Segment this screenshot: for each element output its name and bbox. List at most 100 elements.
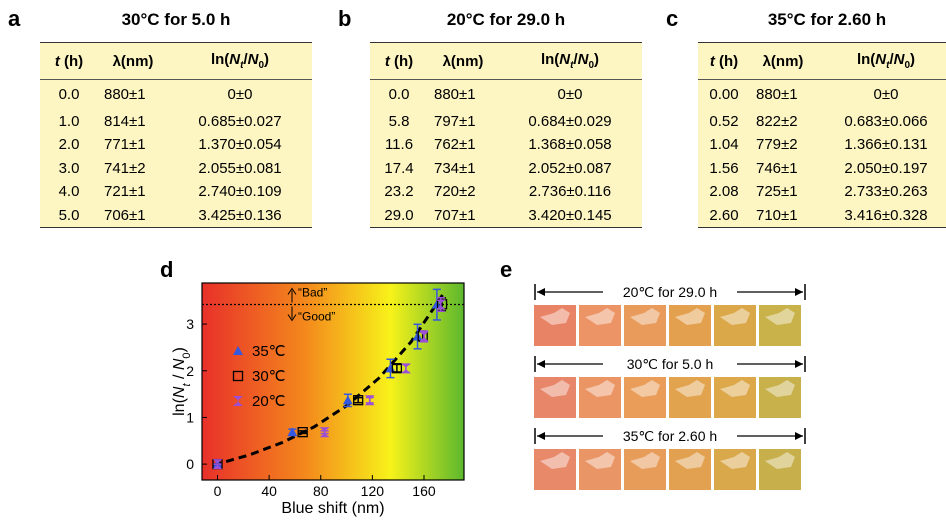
header-text: (nm) (450, 52, 484, 70)
header-text: / (243, 51, 248, 68)
table-cell: 741±2 (104, 159, 146, 177)
photo-detail (540, 308, 570, 325)
data-table: t (h) λ(nm) ln(Nt/N0) 0.0 880±1 0±0 5.8 797±1 0.… (370, 42, 642, 228)
data-point (233, 396, 243, 406)
data-point (400, 363, 411, 374)
header-text: N (559, 51, 571, 68)
table-cell: 11.6 (384, 136, 414, 154)
header-text: t (709, 52, 715, 70)
header-text: λ (112, 52, 121, 70)
table-cell: 734±1 (434, 159, 476, 177)
table-cell: 2.050±0.197 (844, 159, 928, 177)
header-row: t (h) λ(nm) ln(Nt/N0) (370, 42, 642, 80)
data-point (233, 346, 243, 355)
table-title: 35°C for 2.60 h (767, 10, 887, 29)
photo (534, 377, 576, 418)
table-row: 29.0 707±1 3.420±0.145 (370, 204, 642, 228)
data-point (431, 299, 442, 309)
photo-label: 35℃ for 2.60 h (623, 428, 717, 444)
table-cell: 0±0 (227, 86, 253, 104)
header-text: t (570, 60, 574, 71)
arrow-head (537, 360, 545, 368)
table-cell: 0±0 (873, 86, 899, 104)
arrow-head (537, 432, 545, 440)
photo (669, 377, 711, 418)
photo (624, 449, 666, 490)
y-axis-label-part: ) (171, 347, 188, 352)
photo-detail (765, 452, 795, 469)
table-cell: 779±2 (756, 136, 798, 154)
photo-detail (630, 308, 660, 325)
table-row: 1.04 779±2 1.366±0.131 (698, 133, 946, 157)
table-cell: 1.56 (709, 159, 739, 177)
data-point (412, 331, 423, 341)
table-cell: 2.736±0.116 (528, 183, 612, 201)
table-cell: 1.370±0.054 (198, 136, 282, 154)
legend-label: 20℃ (252, 393, 286, 410)
table-cell: 0.684±0.029 (528, 112, 612, 130)
data-point (212, 459, 223, 470)
table-cell: 725±1 (756, 183, 798, 201)
x-tick-label: 0 (214, 483, 222, 499)
photo (579, 449, 621, 490)
y-axis-label-part: t (181, 383, 193, 387)
x-tick-label: 120 (361, 483, 385, 499)
header-text: λ (442, 52, 451, 70)
data-table: t (h) λ(nm) ln(Nt/N0) 0.00 880±1 0±0 0.52 822±2… (698, 42, 946, 228)
x-tick-label: 160 (412, 483, 436, 499)
table-cell: 880±1 (756, 86, 798, 104)
header-text: (h) (714, 52, 739, 70)
table-row: 0.0 880±1 0±0 (40, 80, 312, 110)
header-text: (h) (59, 52, 84, 70)
table-cell: 3.425±0.136 (198, 206, 282, 224)
table-cell: 17.4 (384, 159, 414, 177)
header-text: 0 (258, 60, 265, 71)
header-text: t (886, 60, 890, 71)
header-row: t (h) λ(nm) ln(Nt/N0) (698, 42, 946, 80)
y-tick-label: 1 (186, 409, 194, 425)
table-cell: 4.0 (58, 183, 80, 201)
table-cell: 0±0 (557, 86, 583, 104)
annotation: “Bad” (298, 285, 327, 299)
table-cell: 0.0 (58, 86, 80, 104)
x-axis-label: Blue shift (nm) (281, 500, 384, 517)
photo (534, 305, 576, 346)
header-text: (nm) (770, 52, 804, 70)
table-cell: 797±1 (434, 112, 476, 130)
photo (714, 305, 756, 346)
photo (534, 449, 576, 490)
photo (759, 449, 801, 490)
table-cell: 771±1 (104, 136, 146, 154)
header-cell: λ(nm) (428, 42, 498, 80)
header-text: N (893, 51, 905, 68)
header-text: t (54, 52, 60, 70)
header-text: (h) (389, 52, 414, 70)
table-cell: 5.8 (388, 112, 410, 130)
plot-background (202, 283, 464, 480)
table-cell: 746±1 (756, 159, 798, 177)
table-cell: 822±2 (756, 112, 798, 130)
photo-detail (540, 452, 570, 469)
y-axis-label-part: ln( (171, 397, 188, 415)
header-text: N (229, 51, 241, 68)
y-axis-label-part: N (171, 386, 188, 398)
photo-detail (765, 380, 795, 397)
photo (624, 377, 666, 418)
table-cell: 1.04 (709, 136, 739, 154)
photo-label: 20℃ for 29.0 h (623, 284, 717, 300)
table-row: 17.4 734±1 2.052±0.087 (370, 157, 642, 181)
annotation: “Good” (298, 309, 335, 323)
table-cell: 0.0 (388, 86, 410, 104)
plot-frame (201, 282, 465, 481)
table-cell: 29.0 (384, 206, 414, 224)
header-text: λ (762, 52, 771, 70)
table-cell: 880±1 (104, 86, 146, 104)
table-cell: 3.0 (58, 159, 80, 177)
panel-letter: b (338, 6, 352, 31)
photo (714, 449, 756, 490)
table-row: 3.0 741±2 2.055±0.081 (40, 157, 312, 181)
table-cell: 0.685±0.027 (198, 112, 282, 130)
y-tick-label: 0 (186, 456, 194, 472)
table-cell: 23.2 (384, 183, 414, 201)
y-axis-label-part: N (171, 358, 188, 370)
